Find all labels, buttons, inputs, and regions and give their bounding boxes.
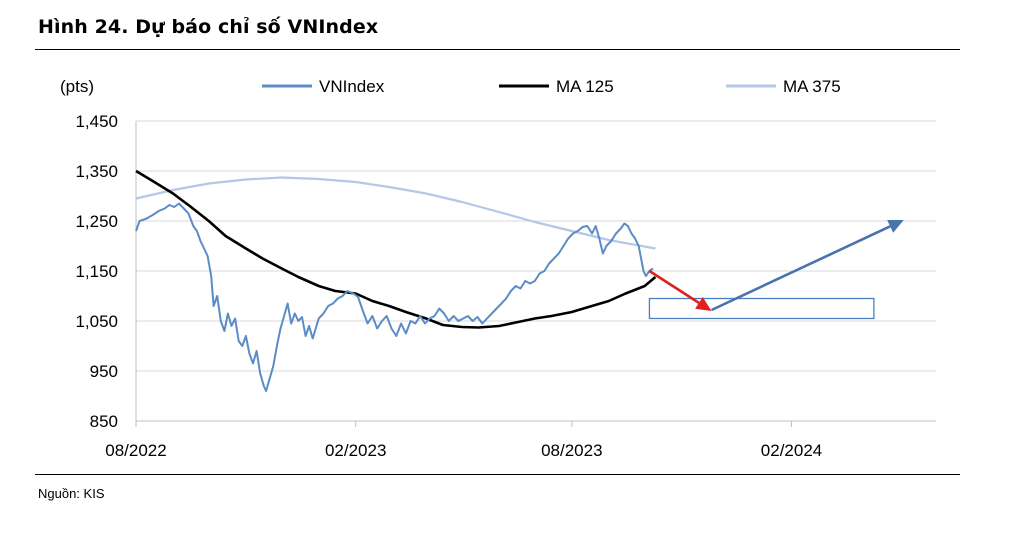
y-tick-label: 1,350 [75,162,118,181]
y-tick-label: 950 [90,362,118,381]
y-tick-label: 1,250 [75,212,118,231]
series-line-ma375 [135,176,656,250]
target-range-box [648,297,875,320]
y-tick-label: 1,450 [75,112,118,131]
x-tick-labels: 08/2022 02/2023 08/2023 02/2024 [105,441,822,460]
figure-title: Hình 24. Dự báo chỉ số VNIndex [38,16,379,38]
top-rule [35,49,960,50]
y-tick-label: 1,050 [75,312,118,331]
series-line-ma125 [135,169,657,329]
x-tick-label: 02/2024 [761,441,822,460]
y-axis-label: (pts) [60,77,94,96]
down-arrow-shaft [648,269,700,304]
legend: VNIndex MA 125 MA 375 [262,77,841,96]
y-tick-labels: 850 950 1,050 1,150 1,250 1,350 1,450 [75,112,118,431]
series [135,169,657,392]
gridlines [136,120,936,372]
down-arrow-head [695,296,712,311]
x-tick-label: 02/2023 [325,441,386,460]
y-tick-label: 850 [90,412,118,431]
up-arrow-head [887,220,904,233]
legend-label-vnindex: VNIndex [319,77,385,96]
series-line-vnindex [135,202,654,392]
bottom-rule [35,474,960,475]
up-arrow-shaft [710,225,891,312]
y-tick-label: 1,150 [75,262,118,281]
x-tick-label: 08/2022 [105,441,166,460]
x-tick-label: 08/2023 [541,441,602,460]
annotations [648,220,904,320]
axes [135,121,936,427]
legend-label-ma125: MA 125 [556,77,614,96]
legend-label-ma375: MA 375 [783,77,841,96]
source-note: Nguồn: KIS [38,486,105,501]
